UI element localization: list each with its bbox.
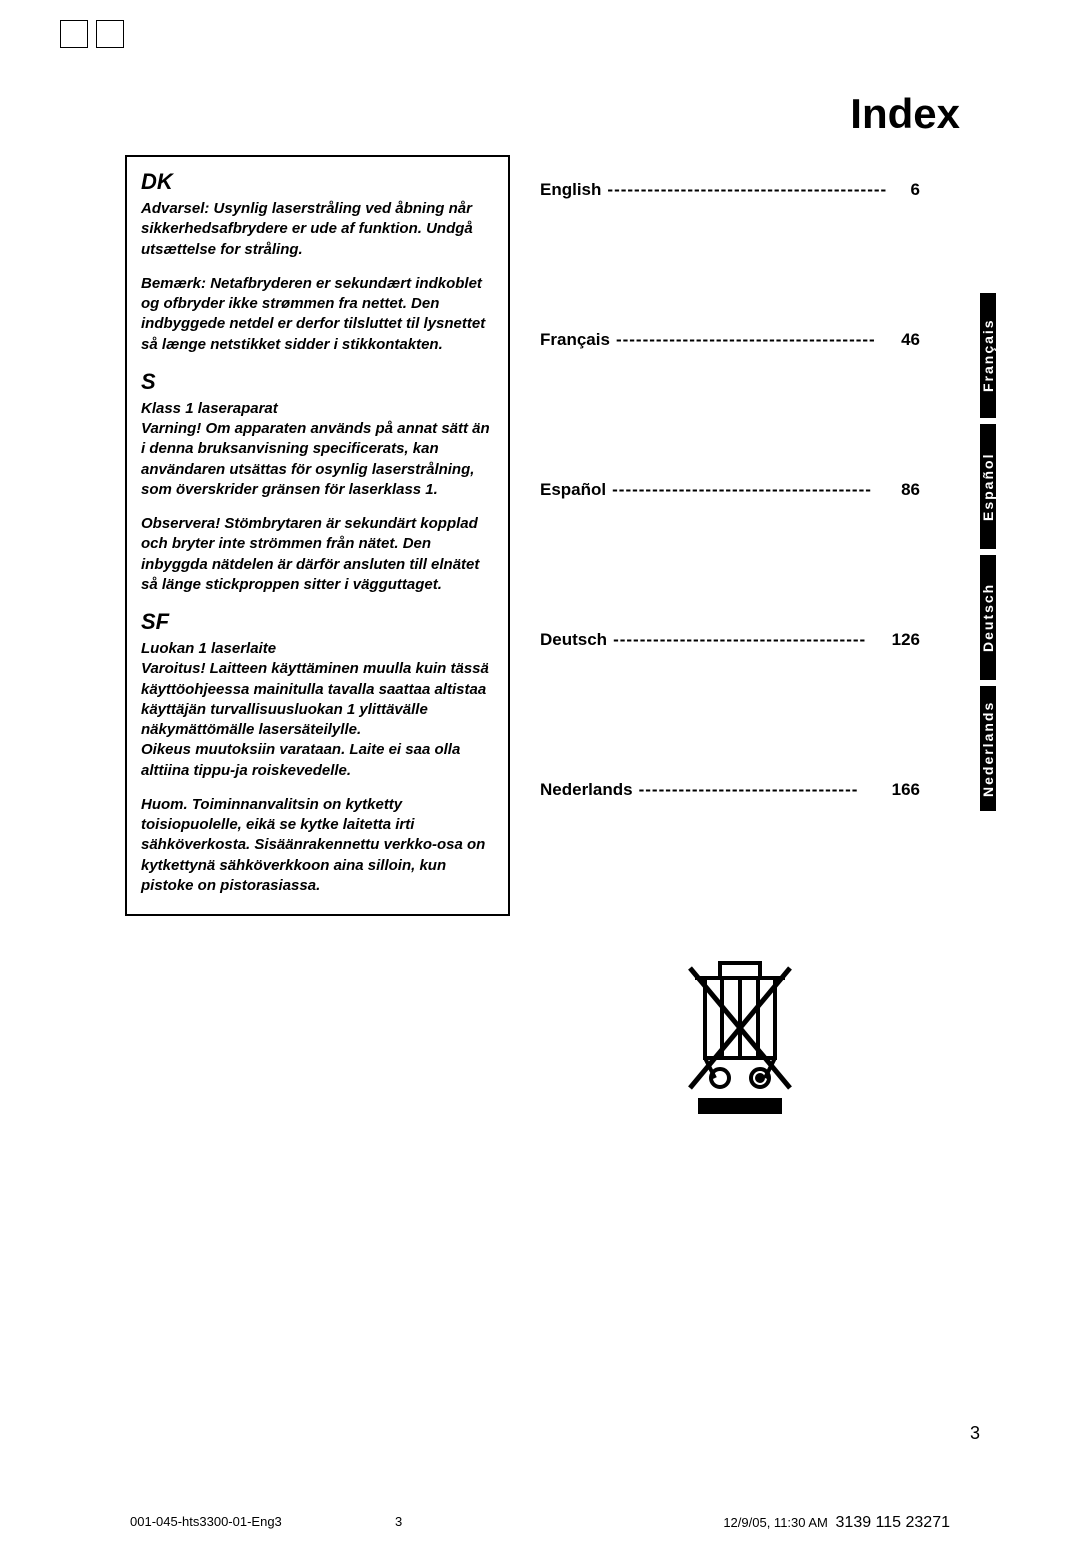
index-page: 46 — [895, 330, 920, 350]
index-list: English --------------------------------… — [540, 180, 920, 930]
index-page: 126 — [886, 630, 920, 650]
leader-dots: --------------------------------------- — [612, 480, 895, 500]
page-number: 3 — [970, 1423, 980, 1444]
leader-dots: --------------------------------------- — [616, 330, 895, 350]
footer-page: 3 — [395, 1514, 402, 1529]
section-head-dk: DK — [141, 169, 494, 195]
index-entry: Nederlands -----------------------------… — [540, 780, 920, 800]
leader-dots: -------------------------------------- — [613, 630, 886, 650]
tab-nederlands[interactable]: Nederlands — [980, 686, 996, 811]
section-head-sf: SF — [141, 609, 494, 635]
index-entry: English --------------------------------… — [540, 180, 920, 200]
warning-text: Luokan 1 laserlaite Varoitus! Laitteen k… — [141, 639, 494, 781]
warning-text: Huom. Toiminnanvalitsin on kytketty tois… — [141, 795, 494, 896]
index-label: Español — [540, 480, 612, 500]
page-title: Index — [850, 90, 960, 138]
language-tabs: English Français Español Deutsch Nederla… — [980, 162, 1025, 817]
crop-marks — [60, 20, 132, 53]
index-label: Français — [540, 330, 616, 350]
warning-text: Klass 1 laseraparat Varning! Om apparate… — [141, 399, 494, 500]
warning-text: Observera! Stömbrytaren är sekundärt kop… — [141, 514, 494, 595]
index-label: Nederlands — [540, 780, 639, 800]
tab-francais[interactable]: Français — [980, 293, 996, 418]
leader-dots: --------------------------------- — [639, 780, 886, 800]
warning-text: Bemærk: Netafbryderen er sekundært indko… — [141, 274, 494, 355]
warning-text: Advarsel: Usynlig laserstråling ved åbni… — [141, 199, 494, 260]
index-label: Deutsch — [540, 630, 613, 650]
section-head-s: S — [141, 369, 494, 395]
footer-filename: 001-045-hts3300-01-Eng3 — [130, 1514, 282, 1529]
footer-timestamp: 12/9/05, 11:30 AM 3139 115 23271 — [723, 1514, 950, 1532]
leader-dots: ----------------------------------------… — [607, 180, 904, 200]
index-entry: Español --------------------------------… — [540, 480, 920, 500]
index-entry: Deutsch --------------------------------… — [540, 630, 920, 650]
tab-english[interactable]: English — [980, 162, 996, 287]
warnings-box: DK Advarsel: Usynlig laserstråling ved å… — [125, 155, 510, 916]
index-page: 86 — [895, 480, 920, 500]
index-page: 6 — [905, 180, 920, 200]
index-entry: Français -------------------------------… — [540, 330, 920, 350]
weee-bin-icon — [680, 948, 800, 1118]
index-page: 166 — [886, 780, 920, 800]
tab-deutsch[interactable]: Deutsch — [980, 555, 996, 680]
index-label: English — [540, 180, 607, 200]
tab-espanol[interactable]: Español — [980, 424, 996, 549]
